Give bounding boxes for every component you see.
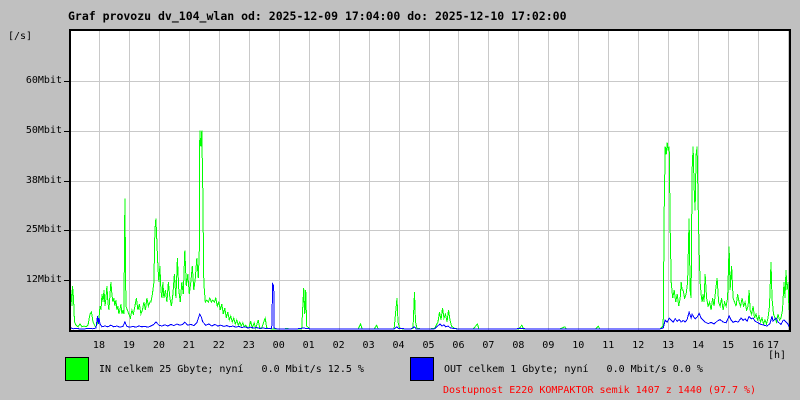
- y-axis-tick-mark: [64, 180, 69, 182]
- y-axis-tick-mark: [64, 80, 69, 82]
- gridlines: [71, 31, 789, 330]
- y-axis-tick-mark: [64, 280, 69, 282]
- x-axis-tick-label: 17: [766, 340, 780, 351]
- plot-canvas: [71, 31, 789, 330]
- x-axis-tick-label: 11: [602, 340, 615, 351]
- x-axis-tick-label: 09: [542, 340, 555, 351]
- x-axis-tick-label: 14: [692, 340, 705, 351]
- legend-out-label: OUT celkem 1 Gbyte; nyní 0.0 Mbit/s 0.0 …: [444, 364, 703, 375]
- x-axis-tick-label: 22: [212, 340, 225, 351]
- availability-status-text: Dostupnost E220 KOMPAKTOR semik 1407 z 1…: [443, 385, 757, 396]
- legend-in-swatch: [65, 357, 89, 381]
- y-axis-tick-label: 60Mbit: [25, 74, 62, 86]
- y-axis-tick-label: 25Mbit: [25, 224, 62, 236]
- y-axis-unit-label: [/s]: [8, 31, 33, 42]
- x-axis-tick-label: 00: [272, 340, 285, 351]
- x-axis-tick-label: 04: [392, 340, 405, 351]
- x-axis-tick-label: 20: [152, 340, 165, 351]
- x-axis-tick-label: 08: [512, 340, 525, 351]
- x-axis-tick-label: 07: [482, 340, 495, 351]
- y-axis-tick-label: 12Mbit: [25, 274, 62, 286]
- graph-title: Graf provozu dv_104_wlan od: 2025-12-09 …: [68, 9, 567, 23]
- y-axis-tick-mark: [64, 230, 69, 232]
- x-axis-tick-label: 19: [122, 340, 135, 351]
- x-axis-tick-label: 13: [662, 340, 675, 351]
- x-axis-tick-label: 06: [452, 340, 465, 351]
- x-axis-tick-label: 05: [422, 340, 435, 351]
- x-axis-tick-label: 15: [722, 340, 735, 351]
- y-axis-tick-label: 50Mbit: [25, 124, 62, 136]
- x-axis-tick-label: 02: [332, 340, 345, 351]
- y-axis-tick-mark: [64, 130, 69, 132]
- x-axis-tick-label: 21: [182, 340, 195, 351]
- series-in-line: [71, 130, 789, 330]
- y-axis-tick-label: 38Mbit: [25, 174, 62, 186]
- x-axis-tick-label: 03: [362, 340, 375, 351]
- x-axis-tick-label: 23: [242, 340, 255, 351]
- series-out-line: [71, 282, 789, 330]
- x-axis-tick-label: 10: [572, 340, 585, 351]
- x-axis-unit-label: [h]: [768, 350, 787, 361]
- x-axis-tick-label: 18: [92, 340, 105, 351]
- legend-out-swatch: [410, 357, 434, 381]
- x-axis-tick-label: 16: [752, 340, 765, 351]
- x-axis-tick-label: 01: [302, 340, 315, 351]
- x-axis-tick-label: 12: [632, 340, 645, 351]
- traffic-plot: [69, 29, 791, 332]
- legend-in-label: IN celkem 25 Gbyte; nyní 0.0 Mbit/s 12.5…: [99, 364, 364, 375]
